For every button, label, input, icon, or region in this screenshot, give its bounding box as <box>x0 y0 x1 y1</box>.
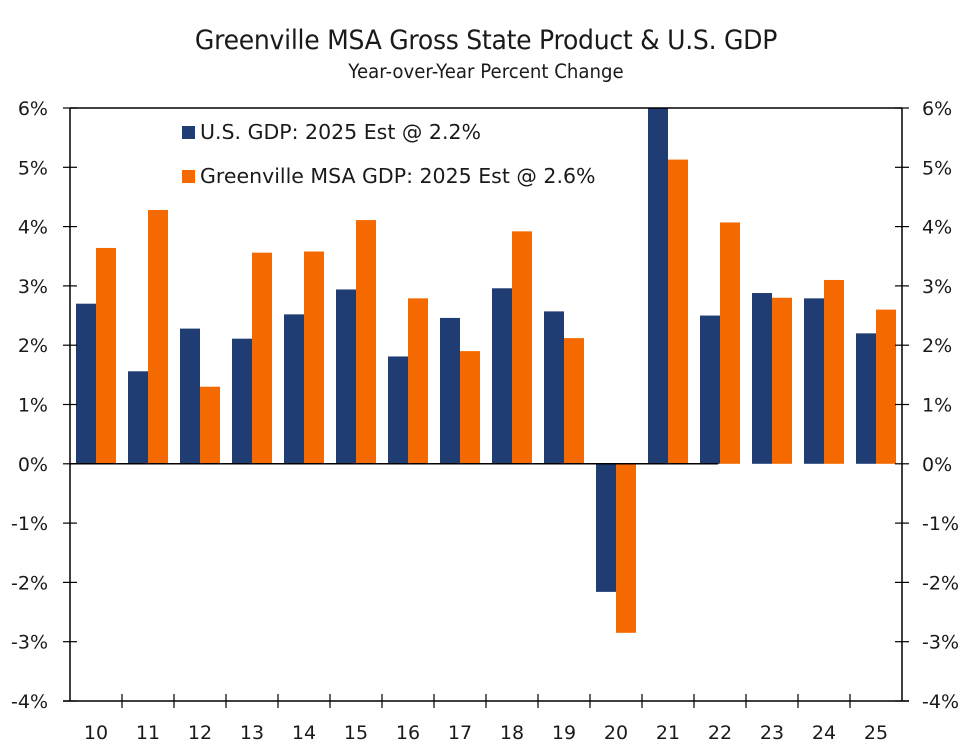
legend: U.S. GDP: 2025 Est @ 2.2% Greenville MSA … <box>182 120 595 188</box>
bar-us-gdp-10 <box>76 303 96 464</box>
bar-us-gdp-13 <box>232 338 252 464</box>
x-tick-label: 20 <box>604 722 628 744</box>
bar-us-gdp-23 <box>752 293 772 464</box>
y-tick-label-right: 0% <box>922 454 952 476</box>
y-tick-label-right: 2% <box>922 335 952 357</box>
bar-greenville-gdp-15 <box>356 220 376 464</box>
y-tick-label-right: 4% <box>922 217 952 239</box>
bar-greenville-gdp-21 <box>668 159 688 464</box>
x-tick-label: 12 <box>188 722 212 744</box>
y-tick-label-right: -3% <box>922 632 959 654</box>
legend-label-greenville-gdp: Greenville MSA GDP: 2025 Est @ 2.6% <box>200 164 595 188</box>
x-tick-label: 21 <box>656 722 680 744</box>
x-tick-label: 25 <box>864 722 888 744</box>
bar-greenville-gdp-12 <box>200 386 220 464</box>
legend-swatch-us-gdp <box>182 126 195 139</box>
y-tick-label-right: 6% <box>922 98 952 120</box>
bar-us-gdp-18 <box>492 288 512 464</box>
bar-greenville-gdp-11 <box>148 209 168 464</box>
x-tick-label: 16 <box>396 722 420 744</box>
bar-us-gdp-16 <box>388 356 408 464</box>
y-tick-label-left: 5% <box>18 157 48 179</box>
x-tick-label: 14 <box>292 722 316 744</box>
x-tick-label: 17 <box>448 722 472 744</box>
bar-greenville-gdp-19 <box>564 338 584 464</box>
y-tick-label-right: 3% <box>922 276 952 298</box>
bar-greenville-gdp-17 <box>460 351 480 464</box>
bar-us-gdp-19 <box>544 311 564 464</box>
y-tick-label-left: -2% <box>11 572 48 594</box>
chart-title: Greenville MSA Gross State Product & U.S… <box>194 25 778 56</box>
bar-greenville-gdp-24 <box>824 279 844 464</box>
bar-greenville-gdp-18 <box>512 231 532 464</box>
x-tick-label: 11 <box>136 722 160 744</box>
y-tick-label-right: -4% <box>922 691 959 713</box>
y-tick-label-left: 0% <box>18 454 48 476</box>
bar-us-gdp-14 <box>284 314 304 464</box>
bar-us-gdp-21 <box>648 108 668 464</box>
legend-swatch-greenville-gdp <box>182 170 195 183</box>
y-tick-label-right: 5% <box>922 157 952 179</box>
bar-us-gdp-11 <box>128 371 148 464</box>
x-tick-label: 19 <box>552 722 576 744</box>
bar-greenville-gdp-25 <box>876 309 896 464</box>
y-tick-label-left: 3% <box>18 276 48 298</box>
bar-us-gdp-15 <box>336 289 356 464</box>
y-tick-label-left: -1% <box>11 513 48 535</box>
x-tick-label: 18 <box>500 722 524 744</box>
bar-greenville-gdp-13 <box>252 252 272 464</box>
x-tick-label: 15 <box>344 722 368 744</box>
x-tick-label: 24 <box>812 722 836 744</box>
legend-label-us-gdp: U.S. GDP: 2025 Est @ 2.2% <box>200 120 481 144</box>
bar-us-gdp-22 <box>700 315 720 464</box>
chart-subtitle: Year-over-Year Percent Change <box>348 60 624 83</box>
bar-greenville-gdp-20 <box>616 463 636 633</box>
y-tick-label-left: -3% <box>11 632 48 654</box>
y-tick-label-left: 2% <box>18 335 48 357</box>
x-tick-label: 22 <box>708 722 732 744</box>
bar-greenville-gdp-16 <box>408 298 428 464</box>
bars-group <box>76 108 896 633</box>
bar-greenville-gdp-22 <box>720 222 740 464</box>
y-tick-label-left: 4% <box>18 217 48 239</box>
y-tick-label-left: 1% <box>18 395 48 417</box>
axes-group: 6% 6% 5% 5% 4% 4% 3% 3% 2% 2% 1% 1% 0% 0% -1% -1% -2% -2%… <box>11 98 959 744</box>
bar-us-gdp-25 <box>856 333 876 464</box>
bar-greenville-gdp-10 <box>96 247 116 464</box>
bar-us-gdp-12 <box>180 328 200 464</box>
y-tick-label-left: -4% <box>11 691 48 713</box>
x-tick-label: 13 <box>240 722 264 744</box>
bar-us-gdp-17 <box>440 317 460 464</box>
x-tick-label: 10 <box>84 722 108 744</box>
y-tick-label-left: 6% <box>18 98 48 120</box>
bar-greenville-gdp-23 <box>772 297 792 464</box>
y-tick-label-right: -2% <box>922 572 959 594</box>
y-tick-label-right: 1% <box>922 395 952 417</box>
bar-us-gdp-20 <box>596 463 616 592</box>
bar-us-gdp-24 <box>804 298 824 464</box>
y-tick-label-right: -1% <box>922 513 959 535</box>
bar-greenville-gdp-14 <box>304 251 324 464</box>
x-tick-label: 23 <box>760 722 784 744</box>
